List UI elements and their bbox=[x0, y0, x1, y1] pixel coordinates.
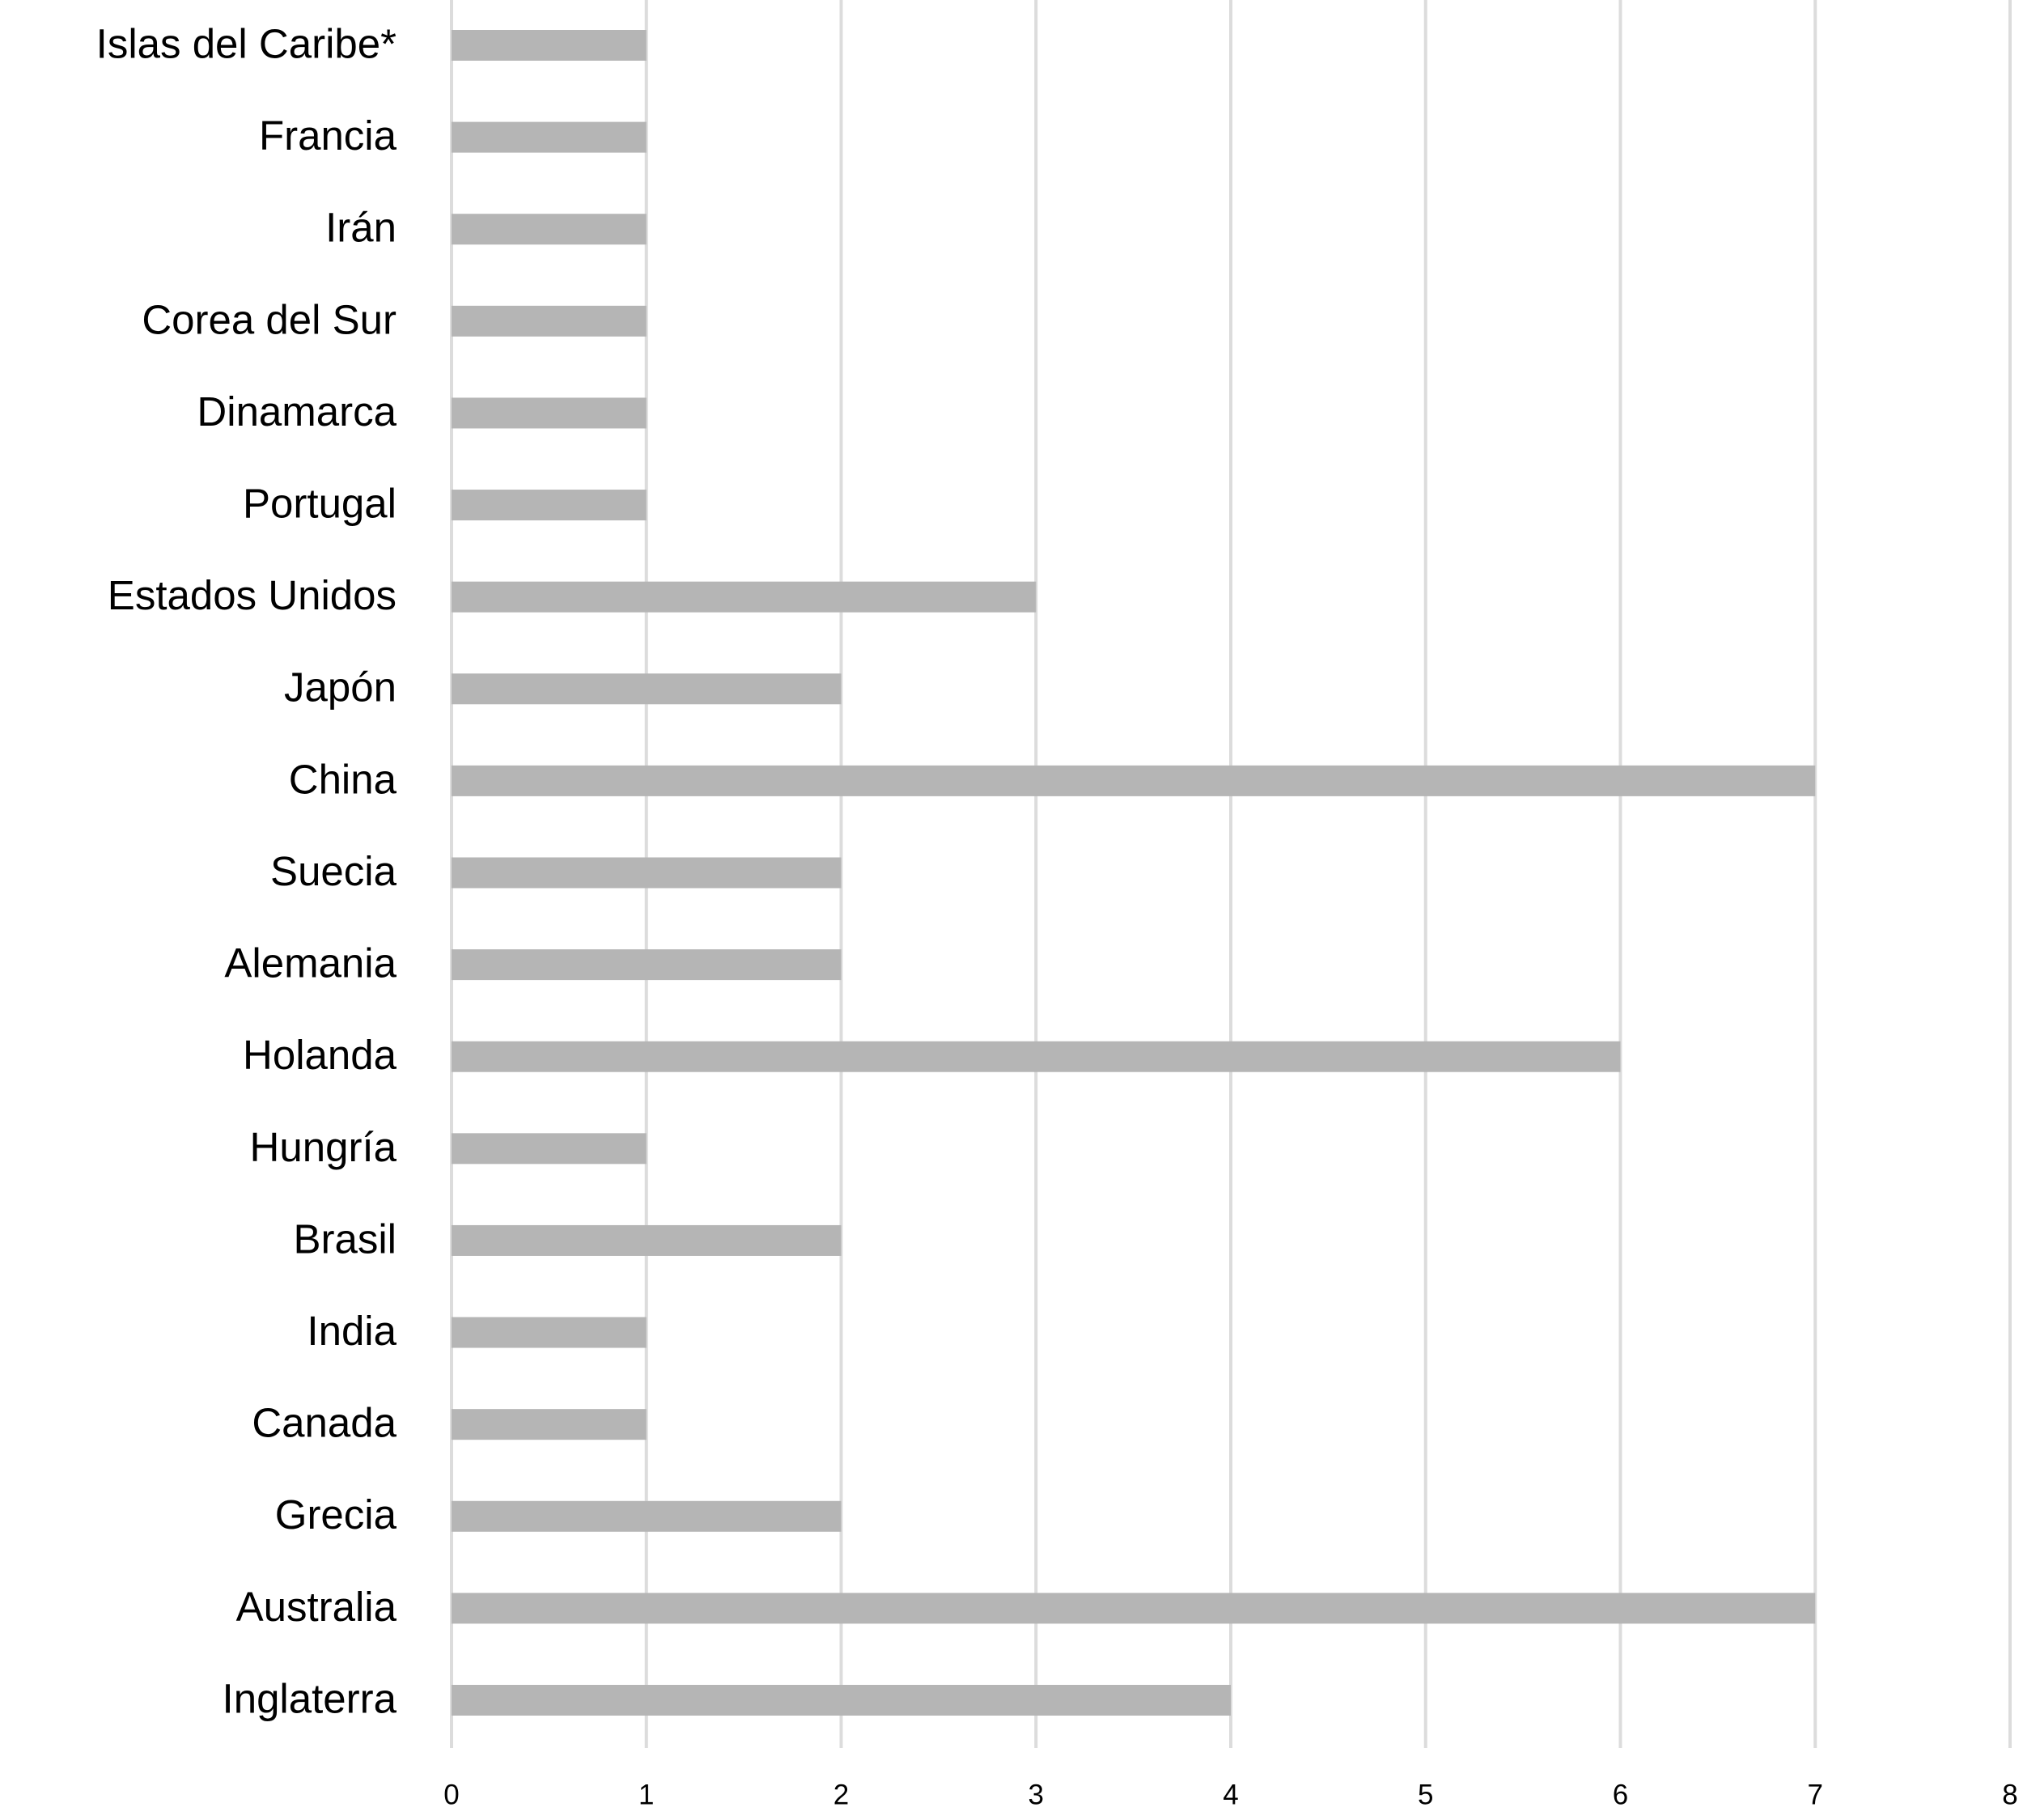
y-tick-label: Estados Unidos bbox=[108, 572, 397, 618]
bar bbox=[452, 305, 647, 337]
x-tick-label: 3 bbox=[1028, 1779, 1044, 1810]
bar bbox=[452, 1317, 647, 1348]
bar bbox=[452, 857, 842, 889]
y-tick-label: Japón bbox=[284, 664, 397, 711]
y-tick-label: Francia bbox=[259, 112, 397, 159]
y-tick-label: Holanda bbox=[243, 1032, 397, 1078]
y-tick-label: Alemania bbox=[224, 940, 397, 986]
bar bbox=[452, 30, 647, 61]
y-tick-label: Australia bbox=[236, 1584, 397, 1630]
x-tick-label: 2 bbox=[833, 1779, 849, 1810]
bar bbox=[452, 1041, 1621, 1072]
bar bbox=[452, 1133, 647, 1165]
bar bbox=[452, 214, 647, 245]
y-tick-label: Corea del Sur bbox=[142, 296, 397, 342]
bar bbox=[452, 1593, 1816, 1624]
bar bbox=[452, 397, 647, 429]
x-tick-label: 5 bbox=[1418, 1779, 1433, 1810]
x-tick-label: 0 bbox=[443, 1779, 459, 1810]
bar bbox=[452, 949, 842, 981]
bar bbox=[452, 1500, 842, 1532]
y-tick-label: Inglaterra bbox=[223, 1675, 397, 1721]
bar bbox=[452, 121, 647, 153]
bar bbox=[452, 581, 1037, 613]
bar bbox=[452, 673, 842, 705]
bar bbox=[452, 1409, 647, 1440]
x-tick-label: 1 bbox=[638, 1779, 654, 1810]
y-tick-label: Dinamarca bbox=[197, 388, 397, 435]
x-tick-label: 4 bbox=[1223, 1779, 1238, 1810]
y-tick-label: China bbox=[289, 756, 397, 802]
y-tick-label: Canada bbox=[252, 1400, 397, 1446]
x-tick-label: 8 bbox=[2002, 1779, 2017, 1810]
bar bbox=[452, 1224, 842, 1256]
bar bbox=[452, 490, 647, 521]
y-tick-label: Islas del Caribe* bbox=[96, 20, 397, 66]
x-tick-label: 7 bbox=[1808, 1779, 1823, 1810]
y-tick-label: Irán bbox=[325, 205, 397, 251]
y-tick-label: Grecia bbox=[275, 1491, 397, 1538]
y-tick-label: Brasil bbox=[293, 1215, 397, 1262]
x-tick-label: 6 bbox=[1613, 1779, 1628, 1810]
y-tick-label: Suecia bbox=[270, 848, 397, 894]
y-tick-label: Portugal bbox=[243, 481, 397, 527]
y-tick-label: Hungría bbox=[250, 1124, 397, 1170]
y-tick-label: India bbox=[307, 1308, 397, 1354]
bar bbox=[452, 765, 1816, 796]
bar bbox=[452, 1685, 1231, 1716]
